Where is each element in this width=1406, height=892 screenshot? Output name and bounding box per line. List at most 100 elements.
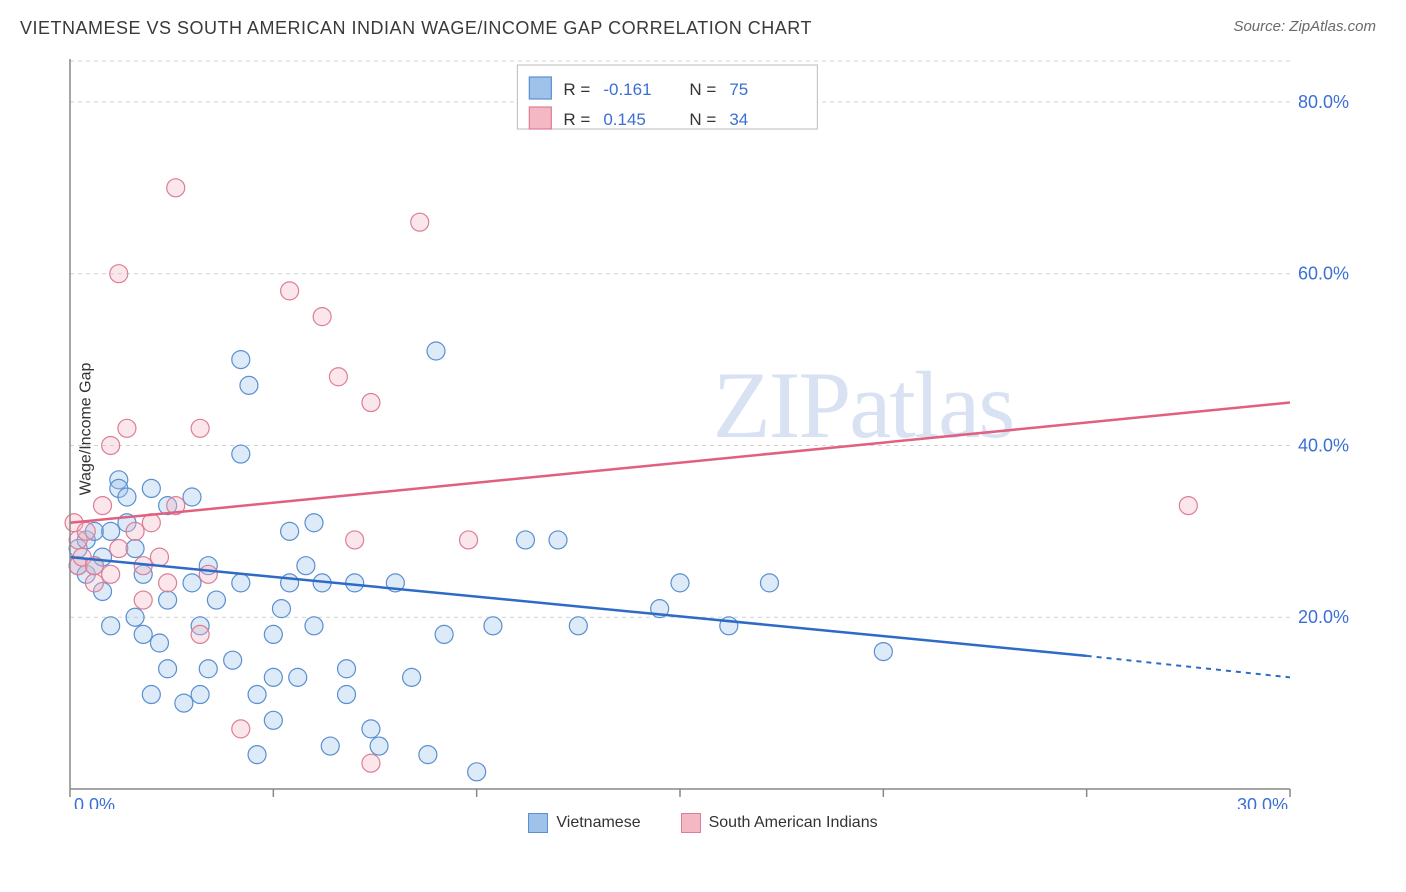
data-point [874, 643, 892, 661]
legend-r-label: R = [563, 110, 590, 129]
legend-bottom-item: Vietnamese [528, 813, 640, 833]
data-point [85, 574, 103, 592]
legend-swatch [529, 107, 551, 129]
data-point [248, 686, 266, 704]
data-point [248, 746, 266, 764]
data-point [427, 342, 445, 360]
legend-label: Vietnamese [556, 814, 640, 831]
legend-n-label: N = [689, 110, 716, 129]
data-point [126, 608, 144, 626]
legend-r-value: -0.161 [603, 80, 651, 99]
data-point [671, 574, 689, 592]
data-point [150, 548, 168, 566]
data-point [549, 531, 567, 549]
data-point [484, 617, 502, 635]
data-point [183, 574, 201, 592]
data-point [362, 394, 380, 412]
data-point [281, 282, 299, 300]
data-point [516, 531, 534, 549]
data-point [232, 445, 250, 463]
data-point [760, 574, 778, 592]
data-point [346, 531, 364, 549]
data-point [110, 540, 128, 558]
data-point [232, 720, 250, 738]
data-point [191, 625, 209, 643]
data-point [264, 625, 282, 643]
data-point [126, 522, 144, 540]
data-point [240, 376, 258, 394]
data-point [419, 746, 437, 764]
watermark: ZIPatlas [713, 352, 1014, 458]
data-point [77, 522, 95, 540]
plot-area: Wage/Income Gap 20.0%40.0%60.0%80.0%ZIPa… [60, 49, 1376, 809]
data-point [207, 591, 225, 609]
data-point [199, 565, 217, 583]
data-point [191, 686, 209, 704]
y-axis-label: Wage/Income Gap [77, 363, 95, 496]
legend-r-value: 0.145 [603, 110, 646, 129]
data-point [102, 617, 120, 635]
data-point [297, 557, 315, 575]
legend-label: South American Indians [709, 814, 878, 831]
data-point [118, 419, 136, 437]
data-point [232, 351, 250, 369]
data-point [167, 179, 185, 197]
legend-top [517, 65, 817, 129]
x-tick-label: 30.0% [1237, 795, 1288, 809]
data-point [142, 479, 160, 497]
data-point [305, 514, 323, 532]
data-point [305, 617, 323, 635]
data-point [118, 488, 136, 506]
data-point [370, 737, 388, 755]
data-point [102, 565, 120, 583]
data-point [313, 308, 331, 326]
data-point [110, 265, 128, 283]
data-point [460, 531, 478, 549]
chart-source: Source: ZipAtlas.com [1233, 18, 1376, 35]
data-point [150, 634, 168, 652]
legend-swatch [529, 77, 551, 99]
data-point [191, 419, 209, 437]
legend-r-label: R = [563, 80, 590, 99]
legend-bottom-item: South American Indians [681, 813, 878, 833]
legend-bottom: Vietnamese South American Indians [0, 809, 1406, 833]
x-tick-label: 0.0% [74, 795, 115, 809]
data-point [224, 651, 242, 669]
data-point [435, 625, 453, 643]
chart-title: VIETNAMESE VS SOUTH AMERICAN INDIAN WAGE… [20, 18, 812, 39]
data-point [159, 591, 177, 609]
data-point [321, 737, 339, 755]
data-point [403, 668, 421, 686]
y-tick-label: 40.0% [1298, 435, 1349, 455]
y-tick-label: 20.0% [1298, 607, 1349, 627]
data-point [281, 522, 299, 540]
data-point [272, 600, 290, 618]
data-point [338, 660, 356, 678]
data-point [468, 763, 486, 781]
data-point [159, 660, 177, 678]
data-point [183, 488, 201, 506]
data-point [142, 686, 160, 704]
legend-swatch [681, 813, 701, 833]
data-point [362, 754, 380, 772]
data-point [264, 668, 282, 686]
data-point [289, 668, 307, 686]
legend-swatch [528, 813, 548, 833]
legend-n-label: N = [689, 80, 716, 99]
data-point [102, 436, 120, 454]
data-point [338, 686, 356, 704]
data-point [362, 720, 380, 738]
legend-n-value: 75 [729, 80, 748, 99]
data-point [102, 522, 120, 540]
data-point [569, 617, 587, 635]
data-point [199, 660, 217, 678]
data-point [175, 694, 193, 712]
data-point [134, 625, 152, 643]
data-point [134, 591, 152, 609]
data-point [1179, 497, 1197, 515]
data-point [346, 574, 364, 592]
data-point [411, 213, 429, 231]
data-point [94, 497, 112, 515]
data-point [281, 574, 299, 592]
data-point [126, 540, 144, 558]
